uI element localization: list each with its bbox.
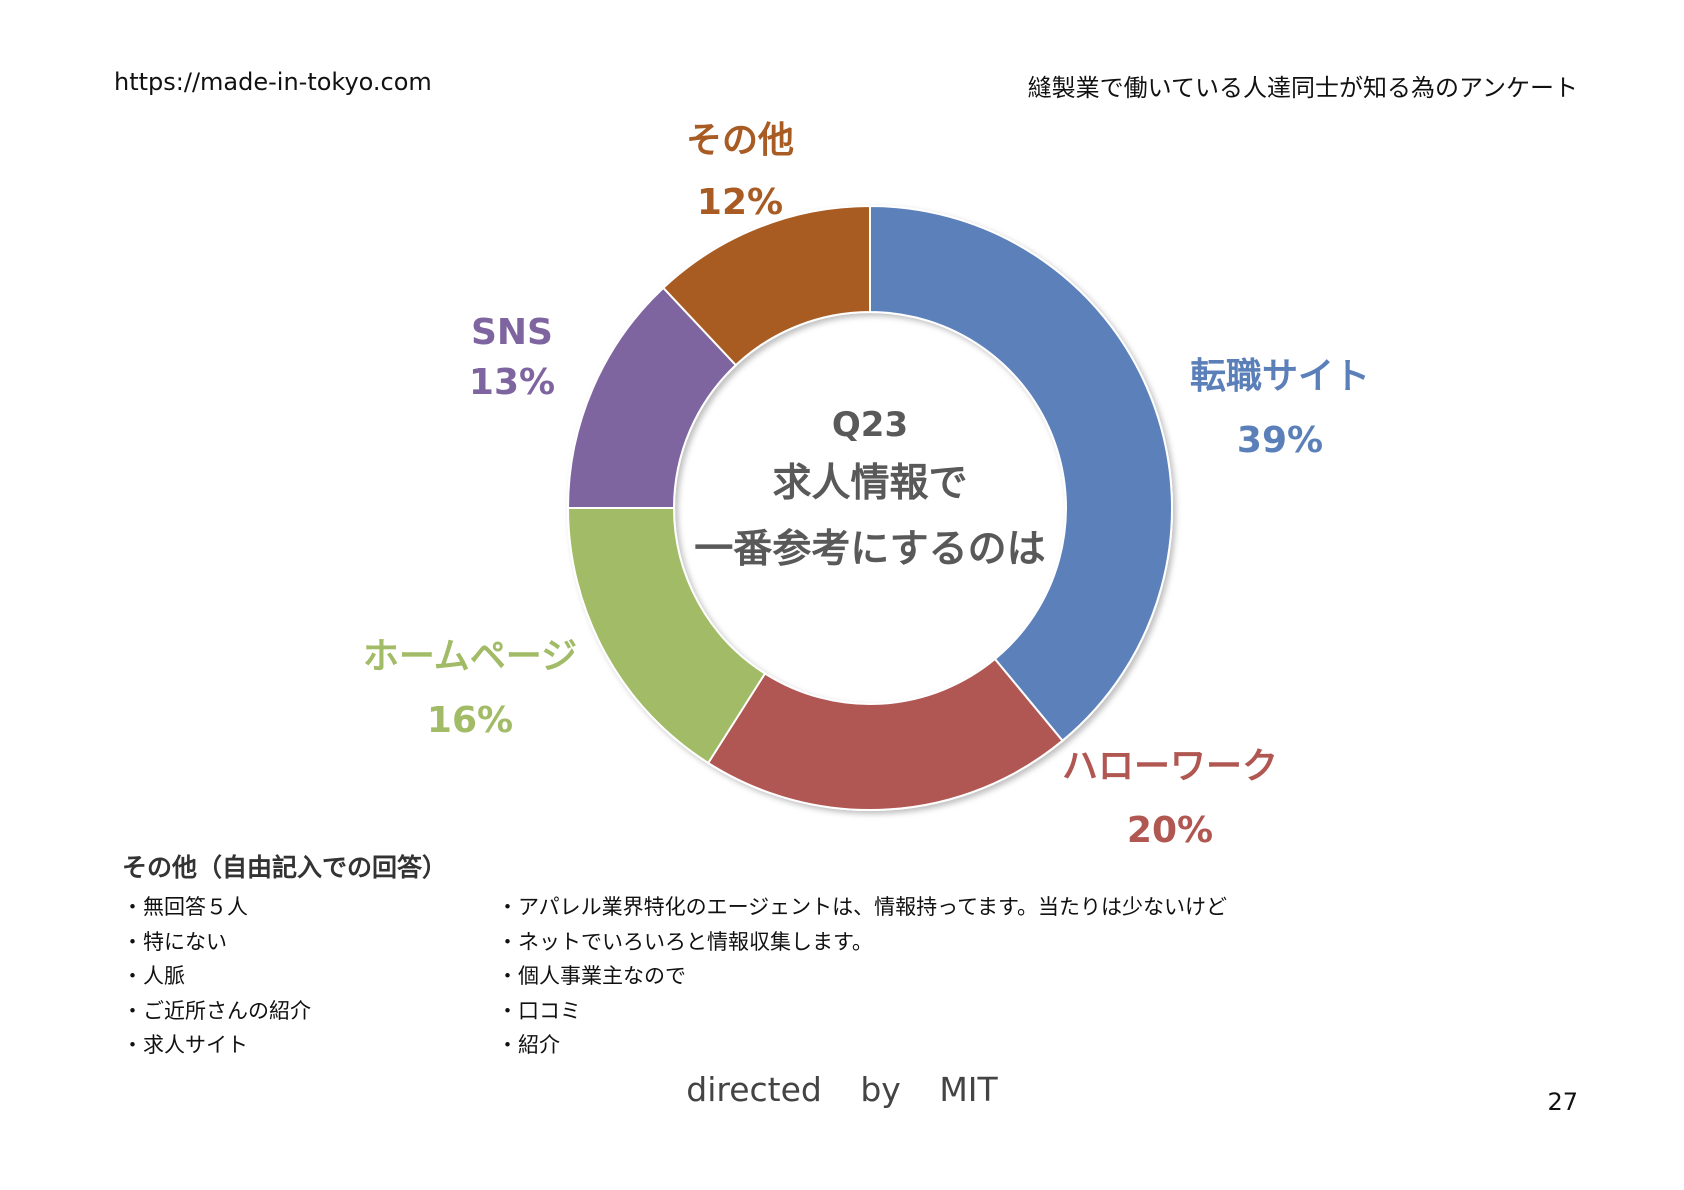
list-item: ネットでいろいろと情報収集します。 [497, 925, 1227, 960]
slice-2 [706, 657, 1064, 811]
list-item: 特にない [122, 925, 311, 960]
slice-value-label: 12% [697, 182, 783, 223]
free-answers-left-list: 無回答５人 特にない 人脈 ご近所さんの紹介 求人サイト [122, 890, 311, 1063]
slice-value-label: 39% [1237, 420, 1323, 461]
page-number: 27 [1547, 1088, 1578, 1116]
list-item: 人脈 [122, 959, 311, 994]
slice-label: その他 [686, 120, 794, 161]
list-item: アパレル業界特化のエージェントは、情報持ってます。当たりは少ないけど [497, 890, 1227, 925]
survey-title: 縫製業で働いている人達同士が知る為のアンケート [1027, 74, 1578, 102]
list-item: 無回答５人 [122, 890, 311, 925]
slice-value-label: 13% [469, 362, 555, 403]
chart-center-title: 求人情報で [772, 461, 967, 506]
list-item: 紹介 [497, 1028, 1227, 1063]
slice-label: SNS [471, 312, 553, 353]
free-answers-right-list: アパレル業界特化のエージェントは、情報持ってます。当たりは少ないけど ネットでい… [497, 890, 1227, 1063]
slice-5 [661, 204, 871, 367]
slice-value-label: 16% [427, 700, 513, 741]
free-answers-heading: その他（自由記入での回答） [122, 853, 448, 882]
slice-label: 転職サイト [1190, 356, 1370, 397]
chart-center-title: 一番参考にするのは [694, 527, 1045, 572]
slice-1 [869, 204, 1173, 743]
slice-value-label: 20% [1127, 810, 1213, 851]
list-item: 求人サイト [122, 1028, 311, 1063]
footer-credit: directed by MIT [686, 1070, 998, 1109]
slice-label: ホームページ [363, 636, 577, 677]
list-item: 口コミ [497, 994, 1227, 1029]
slice-label: ハローワーク [1062, 746, 1278, 787]
site-url[interactable]: https://made-in-tokyo.com [114, 68, 432, 96]
list-item: ご近所さんの紹介 [122, 994, 311, 1029]
chart-center-title: Q23 [832, 405, 908, 445]
list-item: 個人事業主なので [497, 959, 1227, 994]
